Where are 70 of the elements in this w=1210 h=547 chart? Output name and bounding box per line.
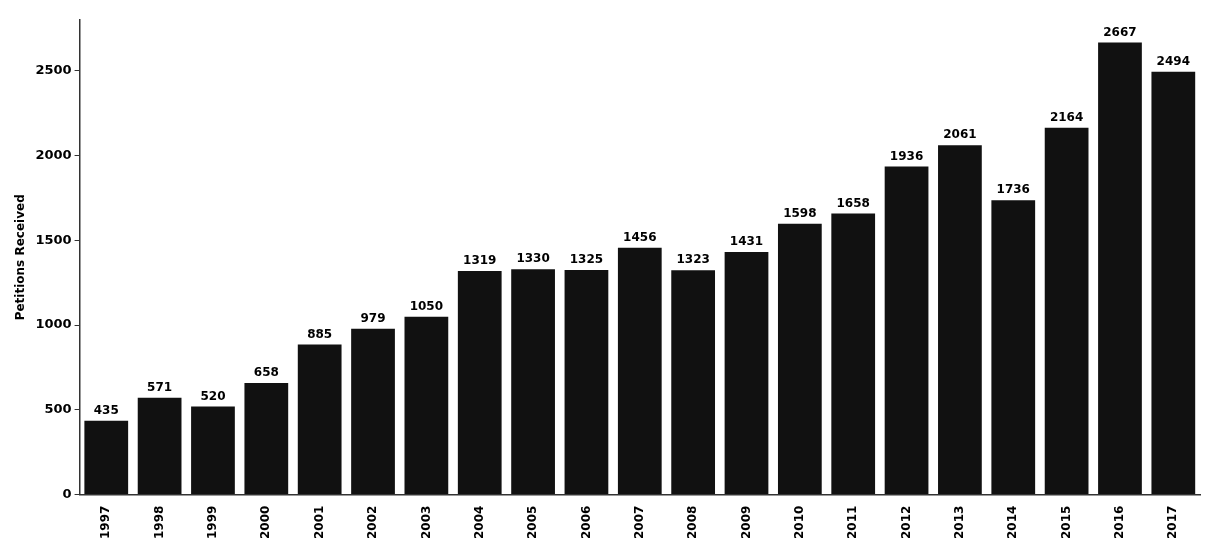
data-label: 979: [360, 310, 386, 325]
bar: [244, 383, 289, 495]
data-label: 1325: [569, 252, 604, 267]
y-tick-label: 1000: [35, 316, 72, 332]
y-axis-title: Petitions Received: [13, 194, 28, 321]
x-tick-label: 2012: [898, 505, 913, 540]
y-tick-label: 2000: [35, 146, 72, 162]
bar: [1151, 71, 1196, 495]
bar: [297, 344, 342, 495]
data-label: 2164: [1049, 109, 1084, 124]
data-label: 571: [147, 379, 173, 394]
bar: [351, 328, 395, 495]
x-tick-label: 1997: [98, 505, 113, 540]
data-label: 658: [253, 365, 279, 380]
x-tick-label: 1998: [151, 505, 166, 540]
data-label: 1936: [889, 148, 924, 163]
data-label: 520: [200, 388, 226, 403]
x-tick-label: 2002: [365, 505, 380, 540]
data-label: 2667: [1103, 24, 1137, 39]
x-tick-label: 2000: [258, 505, 273, 540]
x-tick-label: 2015: [1058, 505, 1073, 540]
data-label: 1330: [516, 251, 550, 266]
x-tick-label: 2008: [685, 505, 700, 540]
data-label: 1323: [676, 252, 710, 267]
x-tick-label: 2005: [525, 505, 540, 540]
data-label: 2494: [1156, 53, 1191, 68]
data-label: 885: [307, 326, 333, 341]
bar: [511, 269, 555, 495]
bar: [938, 145, 982, 495]
bar: [991, 200, 1036, 495]
bar: [564, 270, 609, 495]
x-tick-label: 2001: [311, 505, 326, 540]
data-label: 2061: [943, 127, 977, 142]
x-tick-label: 2004: [471, 505, 486, 540]
data-label: 1319: [463, 253, 497, 268]
x-tick-label: 2014: [1005, 505, 1020, 540]
y-tick-label: 2500: [35, 62, 72, 78]
x-tick-label: 2016: [1112, 505, 1127, 540]
bar: [884, 166, 929, 495]
x-tick-label: 2011: [845, 505, 860, 540]
bar: [191, 406, 235, 495]
bar: [831, 213, 876, 495]
bar: [137, 397, 182, 495]
bar: [84, 420, 129, 495]
data-label: 1050: [409, 298, 444, 313]
bar: [671, 270, 716, 495]
bar: [1044, 127, 1089, 495]
bar: [404, 316, 449, 495]
data-label: 1736: [996, 182, 1030, 197]
x-tick-label: 2010: [791, 505, 806, 540]
bar: [1098, 42, 1142, 495]
bar: [617, 247, 662, 495]
x-tick-label: 2007: [631, 505, 646, 540]
x-tick-label: 1999: [205, 505, 220, 540]
x-tick-label: 2017: [1165, 505, 1180, 540]
x-tick-label: 2006: [578, 505, 593, 540]
bar: [777, 223, 822, 495]
x-tick-label: 2013: [952, 505, 967, 540]
y-tick-label: 500: [44, 401, 72, 417]
data-label: 1598: [783, 205, 817, 220]
y-tick-label: 0: [62, 485, 72, 501]
bar: [457, 271, 502, 495]
data-label: 1658: [836, 195, 870, 210]
data-label: 1456: [623, 229, 657, 244]
y-tick-label: 1500: [35, 231, 72, 247]
bar: [724, 252, 769, 495]
data-label: 435: [93, 402, 119, 417]
data-label: 1431: [729, 234, 764, 249]
x-tick-label: 2009: [738, 505, 753, 540]
x-tick-label: 2003: [418, 505, 433, 540]
